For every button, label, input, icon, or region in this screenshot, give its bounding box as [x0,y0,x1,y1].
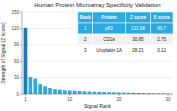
table-cell [151,23,173,34]
bar [24,28,28,94]
tick-label: 0 [16,92,19,97]
table-cell [78,45,93,56]
table-text: 0.12 [157,48,166,53]
bar [97,92,101,94]
table-text: 30.95 [132,37,144,42]
x-axis-label: Signal Rank [84,103,111,109]
table-cell [151,45,173,56]
table-header: Z score [130,15,147,20]
table-cell [78,34,93,45]
tick-mark [20,77,22,78]
tick-label: 1 [24,97,27,102]
tick-label: 60 [14,59,20,64]
table-cell [78,12,93,23]
grid-line [22,61,173,62]
tick-mark [20,44,22,45]
table-text: 2.75 [157,37,166,42]
bar [68,90,72,94]
tick-label: 30 [14,75,20,80]
table-cell [93,45,126,56]
table-cell [125,45,150,56]
bar [33,79,37,94]
tick-mark [20,28,22,29]
grid-line [22,77,173,78]
table-text: 3 [84,48,87,53]
tick-label: 30 [166,97,172,102]
bar [53,89,57,94]
bar [102,92,106,94]
bar [29,77,33,94]
table-header: S score [154,15,171,20]
bar [107,92,111,94]
table-cell [151,34,173,45]
tick-mark [20,94,22,95]
tick-label: 20 [116,97,122,102]
tick-label: 150 [11,10,19,15]
table-cell [93,12,126,23]
tick-label: 120 [11,26,19,31]
chart: Human Protein Microarray Specificity Val… [0,0,177,111]
bar [88,92,92,94]
y-axis-line [22,12,23,94]
table-cell [125,12,150,23]
table-cell [151,12,173,23]
table-cell [93,23,126,34]
table-text: Uroplakin 1A [96,48,122,53]
table-cell [93,34,126,45]
table-cell [78,23,93,34]
table-text: 121.08 [131,26,145,31]
bar [43,86,47,94]
table-text: 28.21 [132,48,144,53]
table: Rank Protein Z score S score 1 p63 121.08 90.7 2… [78,12,173,56]
bar [83,91,87,94]
bars [24,28,170,94]
background [0,0,177,111]
tick-mark [20,12,22,13]
tick-label: 90 [14,42,20,47]
bar [38,84,42,94]
table-header: Rank [80,15,92,20]
x-axis-line [22,94,173,95]
bar [58,90,62,94]
table-cell [125,34,150,45]
bar [63,90,67,94]
y-axis-label: Strength of Signal (Z score) [0,22,6,83]
bar [48,88,52,94]
table-text: p63 [105,26,113,31]
table-text: 1 [84,26,87,31]
table-text: CD1a [103,37,115,42]
table-cell [125,23,150,34]
tick-mark [20,61,22,62]
y-axis: 0 30 60 90 120 150 [11,10,173,97]
tick-label: 10 [67,97,73,102]
bar [92,92,96,94]
table-text: 90.7 [157,26,166,31]
x-axis: 1 10 20 30 [24,94,171,102]
title: Human Protein Microarray Specificity Val… [34,2,160,8]
bar [73,91,77,94]
table-header: Protein [101,15,117,20]
bar [78,91,82,94]
table-text: 2 [84,37,87,42]
